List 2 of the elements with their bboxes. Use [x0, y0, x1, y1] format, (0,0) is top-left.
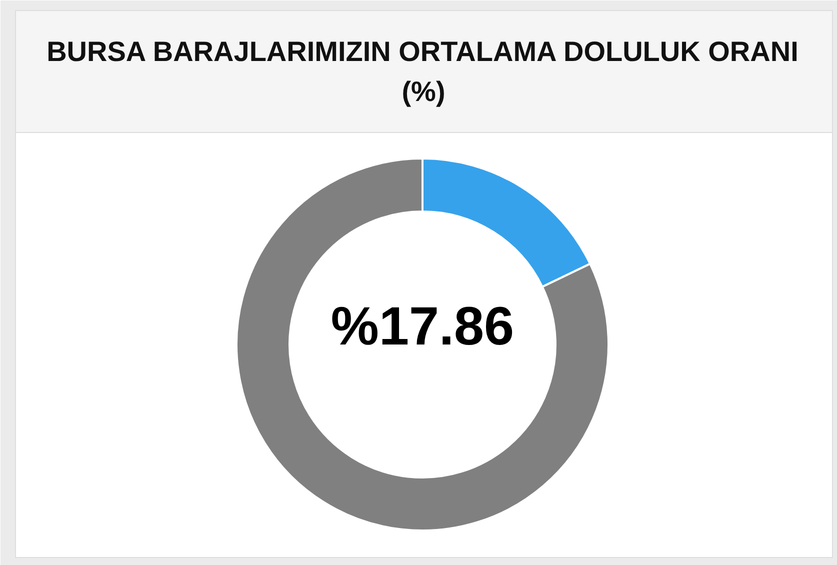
data-label: %17.86 [330, 296, 514, 356]
chart-title: BURSA BARAJLARIMIZIN ORTALAMA DOLULUK ORANI (%) [46, 36, 798, 107]
